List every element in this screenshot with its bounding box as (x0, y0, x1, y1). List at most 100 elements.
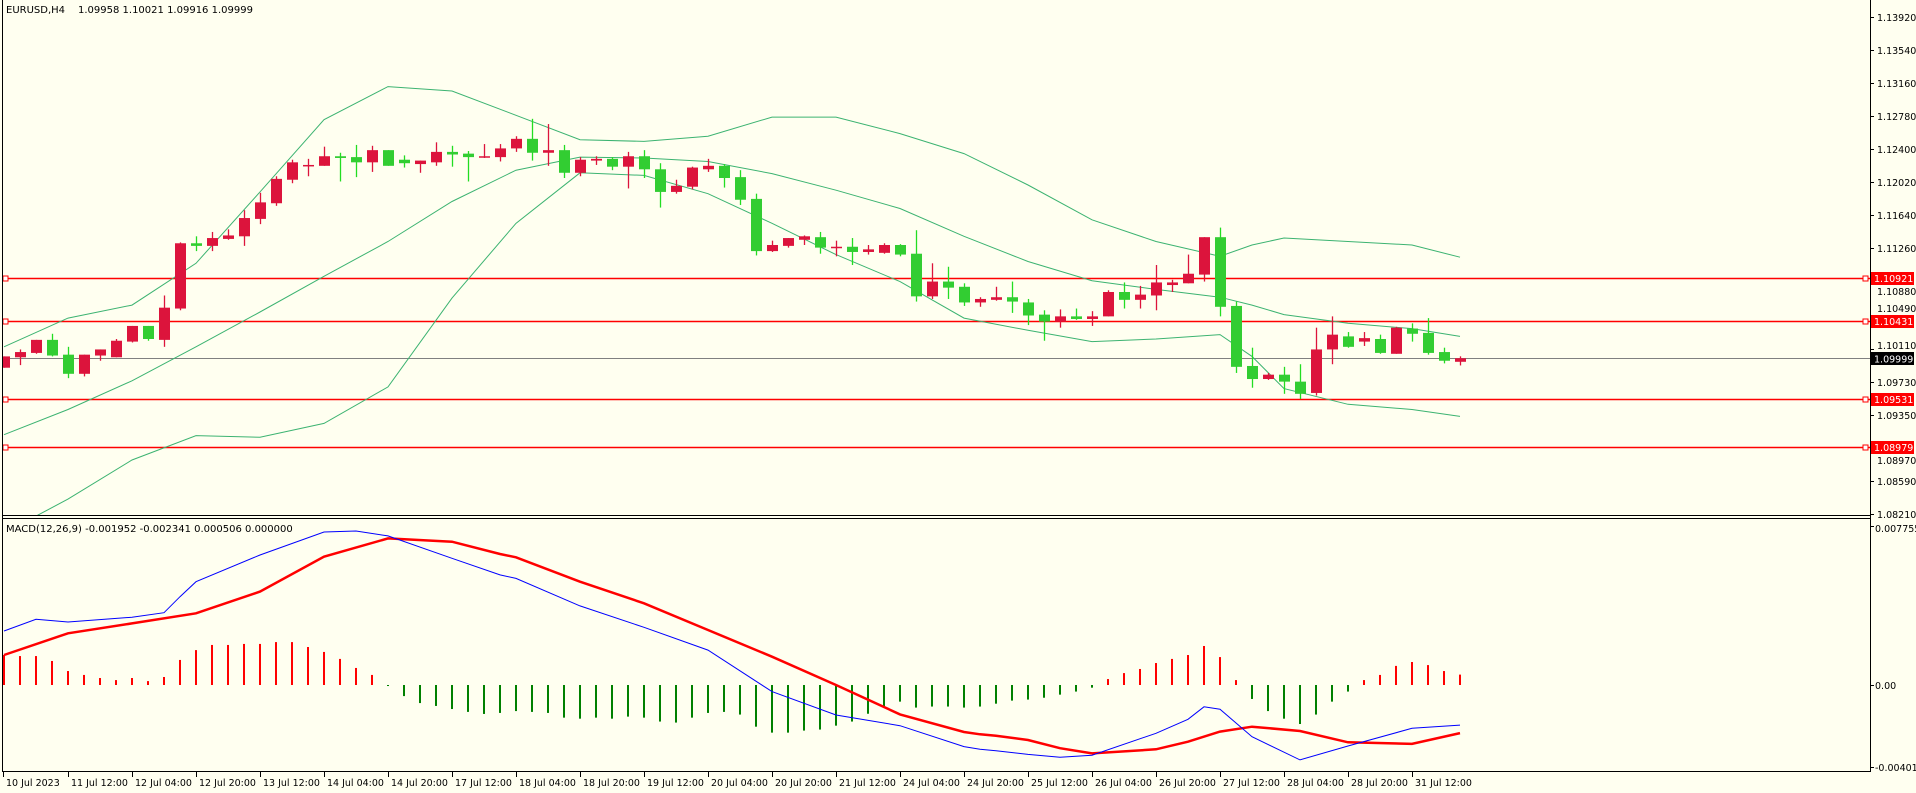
candle[interactable] (271, 176, 282, 206)
candle[interactable] (111, 338, 122, 358)
line-handle-right[interactable] (1862, 275, 1869, 282)
candle[interactable] (479, 144, 490, 158)
candle[interactable] (847, 238, 858, 266)
candle[interactable] (1295, 364, 1306, 400)
candle[interactable] (1423, 318, 1434, 355)
candle[interactable] (367, 145, 378, 172)
line-handle-right[interactable] (1862, 444, 1869, 451)
candle[interactable] (1039, 310, 1050, 341)
candle[interactable] (511, 136, 522, 152)
candle[interactable] (607, 157, 618, 171)
candle[interactable] (447, 145, 458, 167)
candle[interactable] (1119, 282, 1130, 309)
candle[interactable] (639, 150, 650, 178)
candle[interactable] (1215, 227, 1226, 317)
candle[interactable] (911, 230, 922, 302)
candle[interactable] (1359, 332, 1370, 346)
candle[interactable] (751, 193, 762, 256)
candle[interactable] (0, 356, 10, 368)
candle[interactable] (143, 325, 154, 341)
candle[interactable] (335, 152, 346, 182)
candle[interactable] (1375, 334, 1386, 354)
candle[interactable] (703, 158, 714, 172)
candle[interactable] (991, 286, 1002, 301)
candle[interactable] (591, 156, 602, 165)
candle[interactable] (15, 349, 26, 366)
candle[interactable] (223, 229, 234, 240)
candle[interactable] (351, 144, 362, 178)
candle[interactable] (1279, 366, 1290, 394)
candle[interactable] (943, 266, 954, 299)
candle[interactable] (175, 242, 186, 311)
candle[interactable] (831, 240, 842, 257)
candle[interactable] (303, 158, 314, 177)
candle[interactable] (319, 146, 330, 166)
candle[interactable] (1439, 347, 1450, 364)
candle[interactable] (927, 263, 938, 299)
candle[interactable] (399, 155, 410, 168)
candle[interactable] (863, 245, 874, 255)
candle[interactable] (287, 159, 298, 184)
candle[interactable] (159, 295, 170, 347)
line-handle-left[interactable] (3, 275, 9, 282)
candle[interactable] (1007, 281, 1018, 313)
line-handle-left[interactable] (3, 318, 9, 325)
candle[interactable] (543, 124, 554, 166)
price-panel[interactable] (0, 86, 1870, 533)
candle[interactable] (1311, 327, 1322, 396)
candle[interactable] (1407, 323, 1418, 342)
candle[interactable] (1455, 356, 1466, 366)
candle[interactable] (415, 160, 426, 173)
candle[interactable] (879, 243, 890, 254)
candle[interactable] (719, 164, 730, 188)
candle[interactable] (207, 231, 218, 252)
candle[interactable] (255, 192, 266, 225)
candle[interactable] (79, 354, 90, 377)
candle[interactable] (1327, 316, 1338, 365)
macd-panel[interactable] (3, 530, 1461, 761)
candle[interactable] (31, 339, 42, 354)
candle[interactable] (623, 151, 634, 189)
candle[interactable] (527, 118, 538, 161)
candle[interactable] (1023, 298, 1034, 326)
candle[interactable] (1391, 326, 1402, 354)
candle[interactable] (895, 244, 906, 257)
candle[interactable] (239, 210, 250, 246)
candle[interactable] (495, 144, 506, 162)
candle[interactable] (463, 151, 474, 182)
candle[interactable] (959, 283, 970, 306)
candle[interactable] (1087, 311, 1098, 326)
candle[interactable] (687, 166, 698, 190)
candle[interactable] (815, 231, 826, 254)
candle[interactable] (1183, 254, 1194, 284)
candle[interactable] (383, 150, 394, 166)
candle[interactable] (1247, 347, 1258, 388)
candle[interactable] (767, 240, 778, 252)
candle[interactable] (1343, 332, 1354, 348)
candle[interactable] (1135, 285, 1146, 309)
candle[interactable] (1071, 308, 1082, 320)
line-handle-right[interactable] (1862, 318, 1869, 325)
candle[interactable] (1231, 301, 1242, 373)
candle[interactable] (1199, 237, 1210, 282)
candle[interactable] (799, 235, 810, 246)
candle[interactable] (1151, 265, 1162, 311)
line-handle-left[interactable] (3, 396, 9, 403)
candle[interactable] (191, 236, 202, 252)
candle[interactable] (655, 163, 666, 208)
candle[interactable] (47, 333, 58, 357)
candle[interactable] (783, 238, 794, 248)
candle[interactable] (431, 142, 442, 166)
candle[interactable] (1263, 372, 1274, 380)
candle[interactable] (735, 170, 746, 205)
candle[interactable] (575, 157, 586, 177)
candle[interactable] (1055, 309, 1066, 328)
candle[interactable] (671, 179, 682, 194)
candle[interactable] (1167, 279, 1178, 293)
candle[interactable] (127, 325, 138, 343)
line-handle-right[interactable] (1862, 396, 1869, 403)
line-handle-left[interactable] (3, 444, 9, 451)
candle[interactable] (63, 346, 74, 379)
candle[interactable] (975, 297, 986, 307)
